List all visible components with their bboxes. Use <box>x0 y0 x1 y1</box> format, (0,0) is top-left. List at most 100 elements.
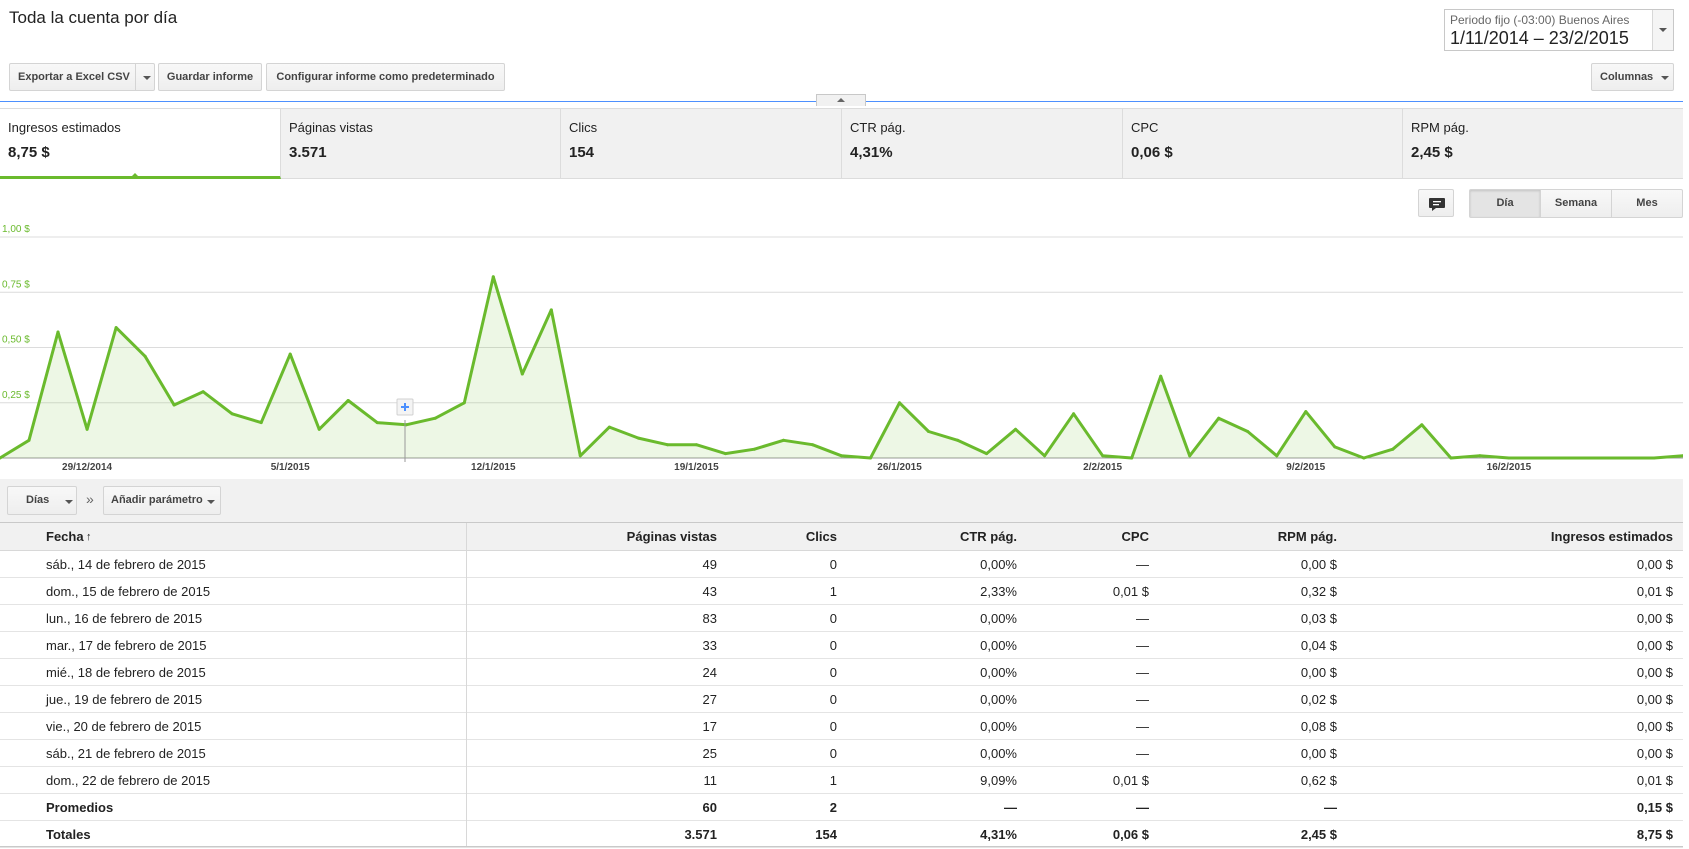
table-cell: 0,00% <box>980 719 1017 734</box>
table-row[interactable]: vie., 20 de febrero de 2015 17 0 0,00% — 0,08… <box>0 713 1683 740</box>
table-cell: 17 <box>702 719 717 734</box>
column-header[interactable]: Ingresos estimados <box>1550 529 1673 544</box>
data-point <box>1217 416 1221 420</box>
column-header[interactable]: Páginas vistas <box>626 529 717 544</box>
metric-tab-rpm[interactable]: RPM pág. 2,45 $ <box>1403 109 1683 179</box>
table-cell: vie., 20 de febrero de 2015 <box>46 719 202 734</box>
table-cell: sáb., 21 de febrero de 2015 <box>46 746 206 761</box>
data-point <box>1188 454 1192 458</box>
column-header[interactable]: CTR pág. <box>959 529 1017 544</box>
data-point <box>1043 454 1047 458</box>
column-header[interactable]: CPC <box>1121 529 1149 544</box>
date-range-picker[interactable]: Periodo fijo (-03:00) Buenos Aires 1/11/… <box>1444 9 1674 51</box>
table-cell: 0,02 $ <box>1300 692 1337 707</box>
data-point <box>375 421 379 425</box>
table-row[interactable]: sáb., 14 de febrero de 2015 49 0 0,00% — 0,00… <box>0 551 1683 578</box>
data-point <box>1681 454 1683 458</box>
metric-tab-ctr[interactable]: CTR pág. 4,31% <box>842 109 1123 179</box>
metric-value: 154 <box>569 144 595 161</box>
metric-name: Páginas vistas <box>289 120 373 135</box>
data-point <box>1101 454 1105 458</box>
table-cell: 4,31% <box>980 827 1017 842</box>
filter-bar: Días Añadir parámetro <box>0 479 1683 523</box>
dimension-dropdown[interactable]: Días <box>7 486 77 515</box>
data-point <box>201 390 205 394</box>
granularity-day[interactable]: Día <box>1469 189 1541 218</box>
metric-value: 0,06 $ <box>1131 144 1173 161</box>
table-row[interactable]: mar., 17 de febrero de 2015 33 0 0,00% — 0,04… <box>0 632 1683 659</box>
table-cell: lun., 16 de febrero de 2015 <box>46 611 203 626</box>
table-row[interactable]: mié., 18 de febrero de 2015 24 0 0,00% — 0,00… <box>0 659 1683 686</box>
add-parameter-label: Añadir parámetro <box>111 494 203 506</box>
chevron-down-icon[interactable] <box>143 76 151 80</box>
table-cell: — <box>1136 557 1149 572</box>
x-tick-label: 29/12/2014 <box>62 462 112 473</box>
data-point <box>1478 454 1482 458</box>
y-tick-label: 0,75 $ <box>2 279 30 290</box>
table-row[interactable]: dom., 15 de febrero de 2015 43 1 2,33% 0,01 … <box>0 578 1683 605</box>
data-point <box>288 352 292 356</box>
table-cell: 0 <box>829 746 837 761</box>
columns-label: Columnas <box>1600 71 1654 83</box>
table-cell: 11 <box>703 773 718 788</box>
date-range-dropdown[interactable] <box>1652 10 1673 50</box>
totals-row[interactable]: Totales 3.571 154 4,31% 0,06 $ 2,45 $ 8,75 $ <box>0 821 1683 848</box>
table-cell: — <box>1004 800 1017 815</box>
data-point <box>491 275 495 279</box>
averages-row[interactable]: Promedios 60 2 — — — 0,15 $ <box>0 794 1683 821</box>
table-cell: — <box>1136 746 1149 761</box>
plus-icon <box>401 403 409 411</box>
data-point <box>1449 456 1453 460</box>
data-point <box>1565 456 1569 460</box>
metric-value: 2,45 $ <box>1411 144 1453 161</box>
annotations-button[interactable] <box>1418 189 1454 217</box>
data-point <box>1246 430 1250 433</box>
table-cell: — <box>1136 665 1149 680</box>
y-tick-label: 0,25 $ <box>2 390 30 401</box>
data-point <box>143 354 147 358</box>
column-header[interactable]: Fecha <box>46 529 84 544</box>
export-csv-button[interactable]: Exportar a Excel CSV <box>9 63 155 91</box>
table-cell: — <box>1136 800 1149 815</box>
page-title: Toda la cuenta por día <box>9 8 178 27</box>
table-cell: 1 <box>829 584 837 599</box>
table-cell: 0,06 $ <box>1112 827 1149 842</box>
column-header[interactable]: RPM pág. <box>1277 529 1337 544</box>
table-cell: 43 <box>702 584 717 599</box>
table-cell: 0,00% <box>980 665 1017 680</box>
granularity-month[interactable]: Mes <box>1611 189 1683 218</box>
metric-tab-estimated-earnings[interactable]: Ingresos estimados 8,75 $ <box>0 109 281 179</box>
data-point <box>811 443 814 447</box>
divider <box>466 523 467 847</box>
data-point <box>1159 374 1163 378</box>
column-header[interactable]: Clics <box>805 529 837 544</box>
table-cell: 0 <box>829 638 837 653</box>
table-cell: 0,00 $ <box>1300 665 1337 680</box>
granularity-week[interactable]: Semana <box>1540 189 1612 218</box>
table-row[interactable]: lun., 16 de febrero de 2015 83 0 0,00% — 0,03… <box>0 605 1683 632</box>
table-row[interactable]: jue., 19 de febrero de 2015 27 0 0,00% — 0,02… <box>0 686 1683 713</box>
metric-value: 3.571 <box>289 144 327 161</box>
table-cell: 0,01 $ <box>1636 584 1673 599</box>
y-tick-label: 1,00 $ <box>2 225 30 235</box>
metric-tab-cpc[interactable]: CPC 0,06 $ <box>1123 109 1403 179</box>
metric-tab-pageviews[interactable]: Páginas vistas 3.571 <box>281 109 561 179</box>
collapse-toggle[interactable] <box>816 94 866 106</box>
table-cell: — <box>1136 638 1149 653</box>
x-tick-label: 26/1/2015 <box>877 462 922 473</box>
metric-tab-clicks[interactable]: Clics 154 <box>561 109 842 179</box>
table-cell: 0,00 $ <box>1636 746 1673 761</box>
sort-ascending-icon: ↑ <box>86 531 92 543</box>
table-row[interactable]: sáb., 21 de febrero de 2015 25 0 0,00% — 0,00… <box>0 740 1683 767</box>
table-cell: 2,33% <box>980 584 1017 599</box>
data-point <box>1304 410 1308 414</box>
table-cell: dom., 22 de febrero de 2015 <box>46 773 211 788</box>
columns-button[interactable]: Columnas <box>1591 63 1674 91</box>
data-point <box>520 372 524 376</box>
set-default-report-button[interactable]: Configurar informe como predeterminado <box>266 63 505 91</box>
table-cell: dom., 15 de febrero de 2015 <box>46 584 211 599</box>
add-parameter-dropdown[interactable]: Añadir parámetro <box>103 486 221 515</box>
table-row[interactable]: dom., 22 de febrero de 2015 11 1 9,09% 0,01 … <box>0 767 1683 794</box>
save-report-button[interactable]: Guardar informe <box>158 63 262 91</box>
x-tick-label: 16/2/2015 <box>1487 462 1532 473</box>
